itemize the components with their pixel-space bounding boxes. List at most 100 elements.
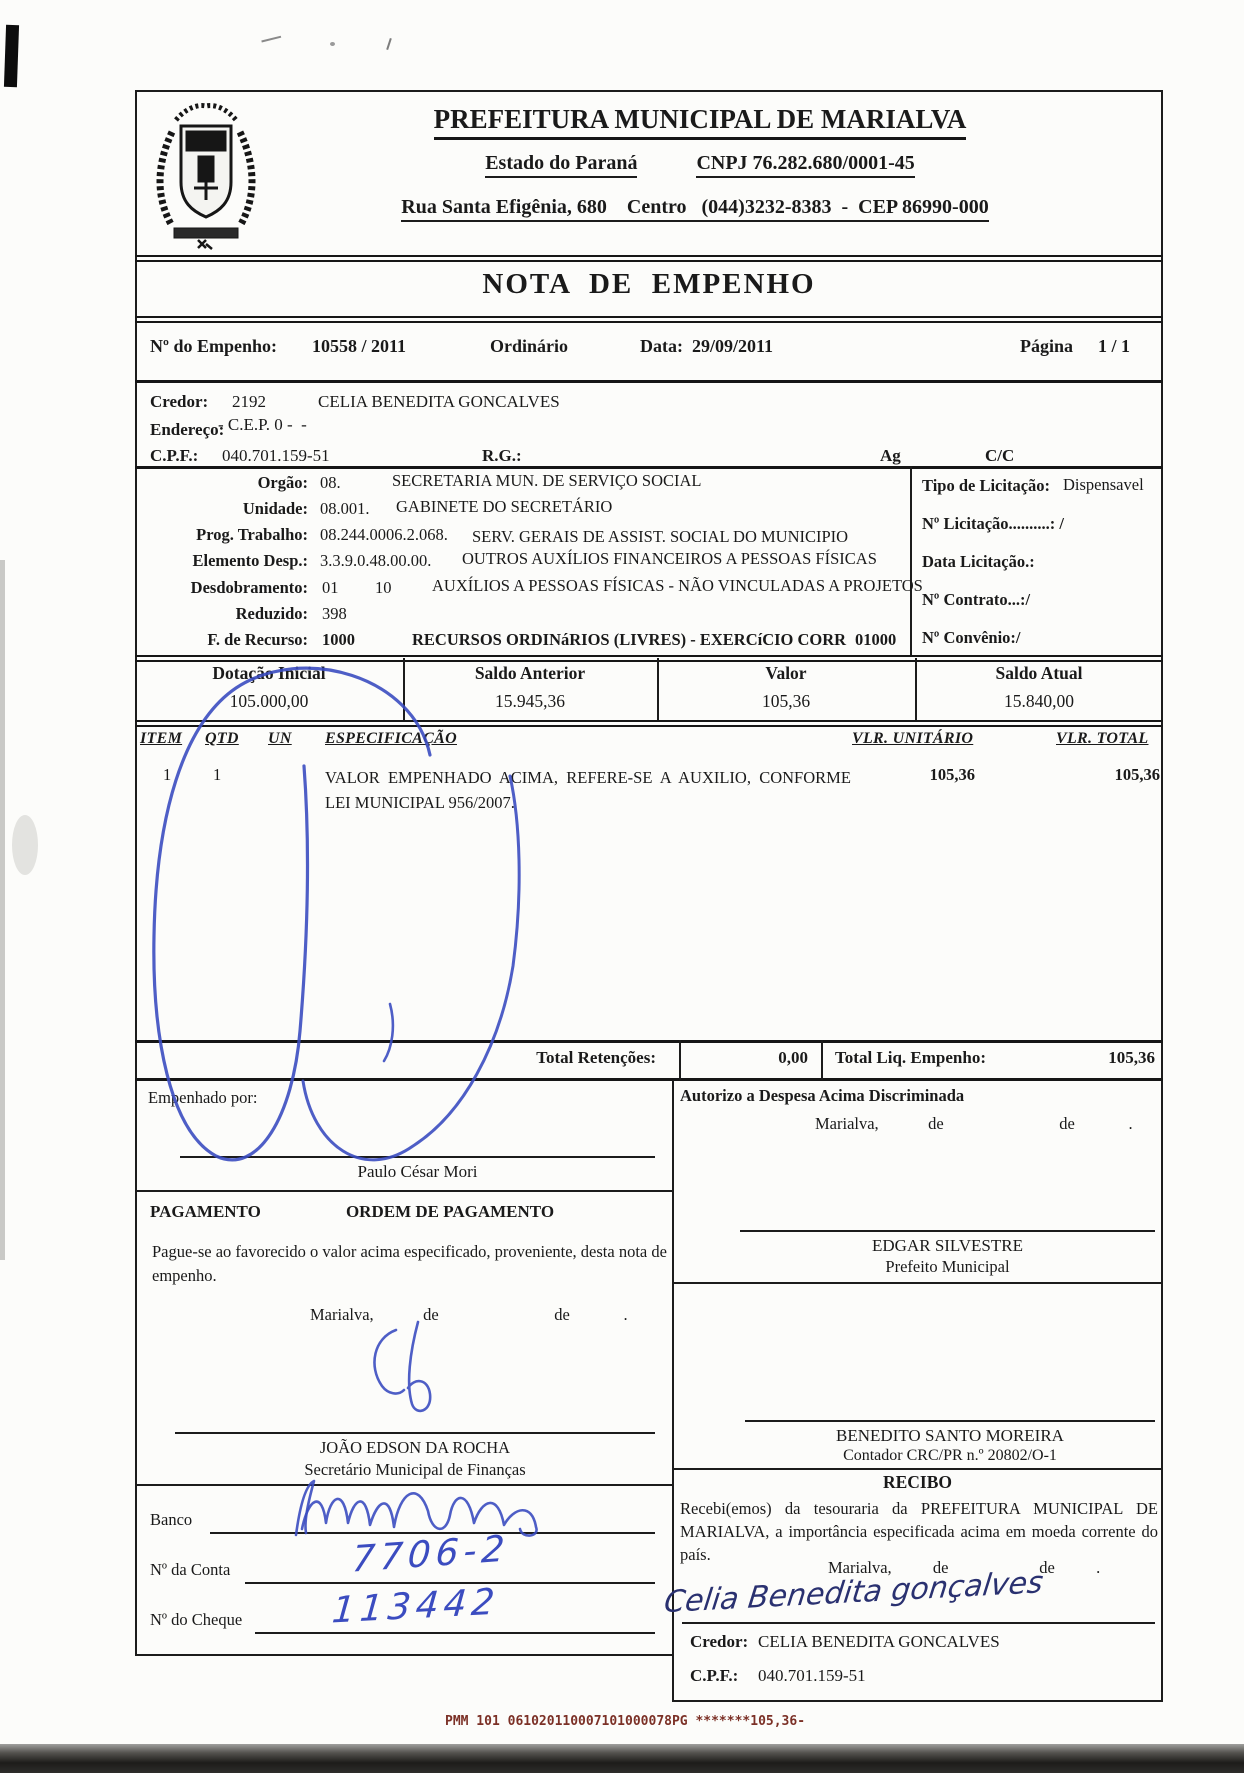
- num-convenio: Nº Convênio:/: [922, 628, 1021, 647]
- pen-oval-annotation: [152, 666, 521, 1162]
- total-liq-label: Total Liq. Empenho:: [835, 1048, 986, 1067]
- prog-trabalho-label: Prog. Trabalho:: [196, 525, 308, 544]
- secretario-cargo: Secretário Municipal de Finanças: [304, 1460, 526, 1479]
- municipal-coat-of-arms: [156, 103, 256, 250]
- f-recurso-code: 1000: [322, 630, 355, 649]
- header-address-wrap: Rua Santa Efigênia, 680 Centro (044)3232…: [335, 196, 1055, 222]
- recibo-titulo: RECIBO: [882, 1472, 953, 1492]
- header-cnpj: CNPJ 76.282.680/0001-45: [696, 152, 915, 178]
- empenho-date-label: Data:: [640, 336, 683, 356]
- signature-line: [740, 1230, 1155, 1232]
- saldo-anterior-label: Saldo Anterior: [474, 663, 586, 683]
- scan-smudge: [12, 815, 38, 875]
- divider: [135, 316, 1163, 323]
- page-indicator-value: 1 / 1: [1098, 336, 1131, 356]
- secretario-nome: JOÃO EDSON DA ROCHA: [319, 1438, 511, 1457]
- divider: [135, 1078, 1163, 1081]
- signature-line: [175, 1432, 655, 1434]
- endereco-label: Endereço:: [150, 420, 225, 439]
- total-retencoes-label: Total Retenções:: [536, 1048, 656, 1067]
- item-number: 1: [163, 765, 172, 784]
- divider: [135, 1040, 1163, 1043]
- empenho-date-value: 29/09/2011: [692, 336, 774, 356]
- header-subtitle-wrap: Estado do Paraná CNPJ 76.282.680/0001-45: [350, 152, 1050, 178]
- page-indicator-label: Página: [1020, 336, 1074, 356]
- f-recurso-desc: RECURSOS ORDINáRIOS (LIVRES) - EXERCíCIO…: [412, 630, 847, 649]
- pen-mark-pagamento: [373, 1320, 432, 1413]
- totals-divider: [679, 1040, 681, 1080]
- header-state: Estado do Paraná: [485, 152, 638, 178]
- empenho-type: Ordinário: [490, 336, 569, 356]
- num-contrato: Nº Contrato...:/: [922, 590, 1031, 609]
- dotacao-inicial-value: 105.000,00: [229, 691, 309, 711]
- doc-title-wrap: NOTA DE EMPENHO: [135, 268, 1163, 301]
- signature-line: [180, 1156, 655, 1158]
- data-licitacao: Data Licitação.:: [922, 552, 1035, 571]
- divider: [135, 1190, 674, 1192]
- tipo-licitacao-label: Tipo de Licitação:: [922, 476, 1051, 495]
- saldo-atual-value: 15.840,00: [1004, 691, 1074, 711]
- header-title-wrap: PREFEITURA MUNICIPAL DE MARIALVA: [350, 104, 1050, 140]
- doc-title: NOTA DE EMPENHO: [482, 268, 816, 300]
- signature-line: [682, 1622, 1155, 1624]
- divider: [135, 655, 1163, 662]
- cheque-handwriting: 113442: [330, 1581, 502, 1632]
- signature-line: [745, 1420, 1155, 1422]
- reduzido-code: 398: [322, 604, 347, 623]
- pagamento-texto: Pague-se ao favorecido o valor acima esp…: [152, 1242, 667, 1285]
- item-vlr-total: 105,36: [1114, 765, 1160, 784]
- desdobramento-code: 01: [322, 578, 339, 597]
- conta-line: [245, 1582, 655, 1584]
- recibo-credor-nome: CELIA BENEDITA GONCALVES: [758, 1632, 1000, 1651]
- desdobramento-desc: AUXÍLIOS A PESSOAS FÍSICAS - NÃO VINCULA…: [432, 576, 923, 595]
- frame-top: [135, 90, 1163, 92]
- cpf-label: C.P.F.:: [150, 446, 199, 465]
- frame-right: [1161, 90, 1163, 1702]
- saldo-atual-label: Saldo Atual: [995, 663, 1083, 683]
- dotacao-divider: [403, 658, 405, 720]
- dot-matrix-footer: PMM 101 061020110007101000078PG *******1…: [445, 1714, 806, 1729]
- desdobramento-label: Desdobramento:: [190, 578, 308, 597]
- orgao-right-divider: [910, 466, 912, 657]
- recibo-cpf-label: C.P.F.:: [690, 1666, 739, 1685]
- f-recurso-extra: 01000: [855, 630, 897, 649]
- orgao-code: 08.: [320, 473, 341, 492]
- desdobramento-code2: 10: [375, 578, 392, 597]
- divider: [135, 466, 1163, 469]
- credor-code: 2192: [232, 392, 266, 411]
- rg-label: R.G.:: [482, 446, 522, 465]
- empenho-number-label: Nº do Empenho:: [150, 336, 277, 356]
- center-divider: [672, 1080, 674, 1702]
- item-qtd: 1: [213, 765, 222, 784]
- divider: [135, 380, 1163, 383]
- recibo-cpf-value: 040.701.159-51: [758, 1666, 866, 1685]
- orgao-desc: SECRETARIA MUN. DE SERVIÇO SOCIAL: [392, 471, 702, 490]
- num-licitacao: Nº Licitação..........: /: [922, 514, 1065, 533]
- elemento-desp-desc: OUTROS AUXÍLIOS FINANCEIROS A PESSOAS FÍ…: [462, 549, 877, 568]
- item-vlr-unitario: 105,36: [929, 765, 975, 784]
- divider: [135, 720, 1163, 727]
- pagamento-data-linha: Marialva, de de .: [310, 1305, 628, 1324]
- valor-value: 105,36: [761, 691, 811, 711]
- recibo-credor-label: Credor:: [690, 1632, 749, 1651]
- col-qtd: QTD: [205, 730, 239, 747]
- divider: [672, 1468, 1163, 1470]
- pen-speck: [261, 35, 283, 49]
- elemento-desp-label: Elemento Desp.:: [192, 551, 308, 570]
- conta-label: Nº da Conta: [150, 1560, 231, 1579]
- credor-name: CELIA BENEDITA GONCALVES: [318, 392, 560, 411]
- prog-trabalho-desc: SERV. GERAIS DE ASSIST. SOCIAL DO MUNICI…: [472, 527, 849, 546]
- divider: [135, 255, 1163, 262]
- pen-speck: [386, 37, 392, 51]
- cpf-value: 040.701.159-51: [222, 446, 330, 465]
- reduzido-label: Reduzido:: [235, 604, 308, 623]
- elemento-desp-code: 3.3.9.0.48.00.00.: [320, 551, 432, 570]
- endereco-value: - C.E.P. 0 - -: [218, 415, 307, 434]
- saldo-anterior-value: 15.945,36: [495, 691, 565, 711]
- unidade-code: 08.001.: [320, 499, 370, 518]
- total-retencoes-value: 0,00: [778, 1048, 808, 1067]
- col-vlr-unitario: VLR. UNITÁRIO: [852, 730, 974, 747]
- dotacao-divider: [657, 658, 659, 720]
- scan-left-shadow: [0, 560, 5, 1260]
- dotacao-divider: [915, 658, 917, 720]
